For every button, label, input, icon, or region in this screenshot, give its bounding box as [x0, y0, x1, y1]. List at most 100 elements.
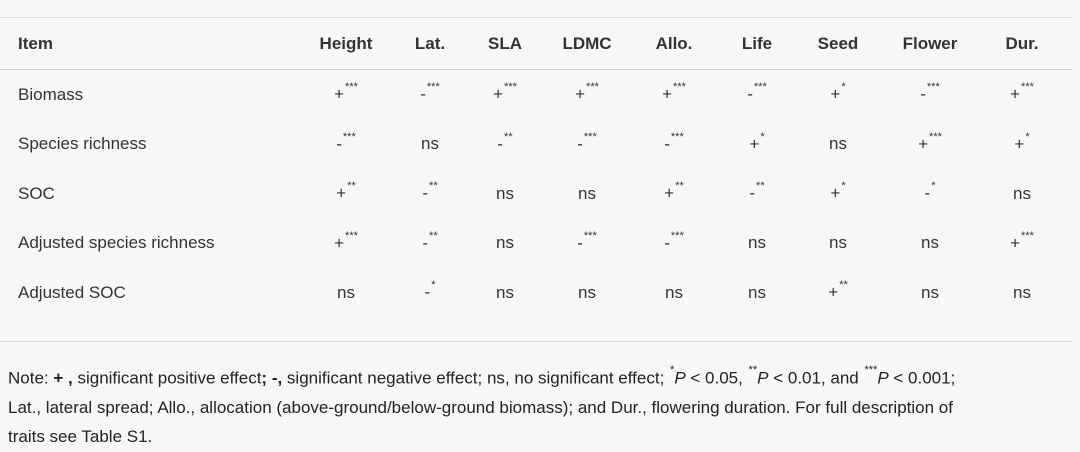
effect-symbol: -: [497, 134, 504, 154]
effect-symbol: ns: [748, 282, 766, 302]
note-text: < 0.001;: [888, 368, 956, 388]
effect-symbol: +: [575, 85, 586, 105]
table-cell: ns: [788, 120, 888, 170]
effect-value: ns: [829, 134, 847, 154]
table-cell: ns: [972, 169, 1072, 219]
effect-symbol: +: [749, 134, 760, 154]
column-header: LDMC: [552, 18, 622, 70]
table-cell: +***: [972, 70, 1072, 120]
table-cell: -***: [552, 120, 622, 170]
effect-value: +*: [830, 180, 846, 204]
effect-symbol: +: [1010, 85, 1021, 105]
table-cell: ns: [788, 219, 888, 269]
effect-symbol: +: [1010, 233, 1021, 253]
effect-symbol: +: [334, 233, 345, 253]
effect-value: -*: [425, 279, 436, 303]
effect-symbol: -: [664, 233, 670, 253]
effect-symbol: -: [920, 85, 926, 105]
effect-symbol: ns: [496, 233, 514, 253]
significance-stars: ***: [753, 81, 767, 94]
significance-stars: *: [760, 130, 765, 143]
effect-value: ns: [1013, 283, 1031, 303]
effect-value: -**: [749, 180, 765, 204]
effect-value: +***: [334, 230, 358, 254]
significance-stars: **: [504, 130, 513, 143]
significance-stars: *: [431, 279, 436, 292]
significance-stars: **: [429, 180, 438, 193]
note-plus-symbol: + ,: [53, 368, 73, 388]
effect-symbol: ns: [829, 233, 847, 253]
significance-stars: *: [841, 180, 846, 193]
significance-stars: ***: [586, 81, 599, 94]
significance-stars: ***: [1021, 229, 1034, 242]
effect-value: -*: [925, 180, 936, 204]
table-bottom-rule: [0, 341, 1072, 342]
significance-stars: **: [839, 279, 848, 292]
column-header: SLA: [458, 18, 552, 70]
table-cell: -***: [622, 219, 726, 269]
table-cell: +*: [788, 70, 888, 120]
effect-value: +**: [828, 279, 848, 303]
significance-stars: ***: [583, 229, 597, 242]
table-cell: -*: [402, 268, 458, 318]
effect-value: ns: [748, 233, 766, 253]
table-cell: -***: [402, 70, 458, 120]
table-cell: +***: [290, 219, 402, 269]
note-superscript: ***: [864, 364, 878, 376]
effect-symbol: +: [493, 85, 504, 105]
note-p: P: [674, 368, 686, 388]
effect-symbol: -: [664, 134, 670, 154]
table-cell: +*: [726, 120, 788, 170]
note-minus-symbol: -,: [267, 368, 283, 388]
effect-symbol: -: [336, 134, 342, 154]
effect-symbol: +: [1014, 134, 1025, 154]
effect-value: +***: [575, 81, 599, 105]
table-row: Adjusted species richness +*** -** ns -*** -*…: [0, 219, 1072, 269]
effect-symbol: +: [830, 85, 841, 105]
effect-value: -**: [422, 229, 438, 254]
table-cell: ns: [552, 268, 622, 318]
table-cell: +*: [788, 169, 888, 219]
table-cell: -***: [622, 120, 726, 170]
effect-symbol: ns: [578, 282, 596, 302]
note-superscript: **: [748, 364, 758, 376]
note-text: significant negative effect; ns, no sign…: [282, 368, 670, 388]
note-superscript: *: [670, 364, 675, 376]
effect-value: +**: [336, 180, 356, 204]
effect-value: ns: [496, 283, 514, 303]
row-label: SOC: [18, 183, 55, 203]
table-header-row: Item Height Lat. SLA LDMC Allo. Life Seed Flower…: [0, 18, 1072, 70]
effect-symbol: -: [420, 85, 426, 105]
table-cell: ns: [402, 120, 458, 170]
effect-symbol: -: [577, 134, 583, 154]
significance-stars: **: [429, 229, 438, 242]
significance-stars: ***: [426, 81, 440, 94]
effect-symbol: +: [918, 134, 929, 154]
effect-value: -***: [577, 229, 597, 254]
effect-value: +*: [749, 130, 765, 155]
table-cell: -***: [552, 219, 622, 269]
effect-symbol: +: [664, 184, 675, 204]
significance-stars: **: [756, 180, 765, 193]
column-header: Lat.: [402, 18, 458, 70]
note-text: < 0.05,: [685, 368, 748, 388]
significance-stars: **: [675, 180, 684, 193]
results-table: Item Height Lat. SLA LDMC Allo. Life Seed Flower…: [0, 17, 1072, 318]
significance-stars: ***: [504, 81, 517, 94]
effect-symbol: ns: [1013, 282, 1031, 302]
effect-value: -**: [497, 130, 513, 155]
table-cell: ns: [726, 219, 788, 269]
effect-value: +**: [664, 180, 684, 204]
effect-value: ns: [665, 283, 683, 303]
significance-stars: ***: [342, 130, 356, 143]
effect-value: -***: [336, 130, 356, 155]
column-header: Height: [290, 18, 402, 70]
table-row: Biomass +*** -*** +*** +*** +*** -*** +* -*** +**…: [0, 70, 1072, 120]
effect-value: +***: [1010, 229, 1034, 254]
column-header: Seed: [788, 18, 888, 70]
effect-value: +*: [830, 81, 845, 105]
effect-value: ns: [1013, 184, 1031, 204]
significance-stars: ***: [673, 81, 686, 94]
table-cell: -**: [726, 169, 788, 219]
